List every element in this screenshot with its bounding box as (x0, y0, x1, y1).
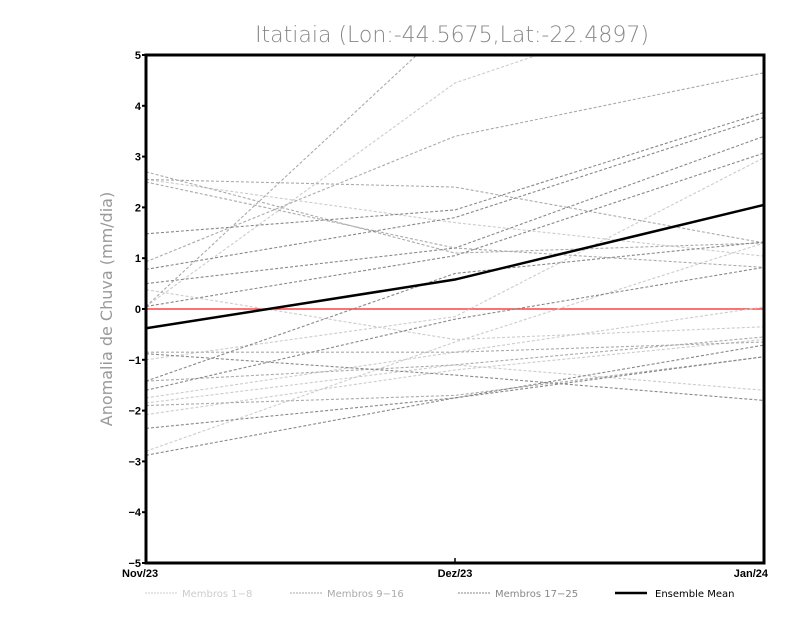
y-axis-label: Anomalia de Chuva (mm/dia) (97, 192, 116, 426)
y-tick-label: 0 (135, 304, 141, 316)
member-line-g1-1 (146, 55, 540, 307)
member-line-g3-7 (146, 353, 764, 401)
member-line-g2-4 (146, 178, 764, 244)
legend-label-mean: Ensemble Mean (655, 589, 734, 600)
member-line-g1-5 (146, 306, 764, 399)
y-tick-label: −3 (128, 456, 141, 468)
member-line-g2-2 (146, 72, 764, 263)
ensemble-mean-line (146, 203, 764, 330)
y-tick-label: −2 (128, 406, 141, 418)
y-tick-label: −5 (128, 558, 141, 570)
member-line-g1-3 (146, 289, 764, 341)
member-line-g3-9 (146, 356, 764, 456)
y-tick-label: 3 (135, 152, 141, 164)
chart-title: Itatiaia (Lon:-44.5675,Lat:-22.4897) (255, 23, 649, 48)
member-line-g2-1 (146, 55, 418, 307)
x-tick-label: Nov/23 (122, 568, 158, 580)
y-tick-label: 1 (135, 253, 141, 265)
y-tick-label: −1 (128, 355, 141, 367)
y-tick-label: −4 (128, 507, 141, 519)
legend-label-1: Membros 1−8 (182, 589, 252, 600)
member-line-g3-2 (146, 116, 764, 270)
member-line-g2-8 (146, 356, 764, 407)
member-line-g3-4 (146, 152, 764, 308)
member-line-g3-8 (146, 344, 764, 429)
member-line-g3-5 (146, 241, 764, 382)
member-line-g2-3 (146, 171, 764, 254)
legend-label-3: Membros 17−25 (495, 589, 578, 600)
member-line-g2-6 (146, 341, 764, 353)
member-line-g1-2 (146, 178, 764, 257)
member-line-g1-7 (146, 242, 764, 452)
y-tick-label: 2 (135, 202, 141, 214)
legend-label-2: Membros 9−16 (327, 589, 404, 600)
member-line-g3-1 (146, 111, 764, 235)
x-tick-label: Dez/23 (438, 568, 473, 580)
member-line-g3-6 (146, 266, 764, 391)
member-line-g1-4 (146, 157, 764, 361)
member-line-g1-6 (146, 338, 764, 416)
y-tick-label: 5 (135, 50, 141, 62)
member-line-g2-7 (146, 336, 764, 382)
y-tick-label: 4 (135, 101, 142, 113)
x-tick-label: Jan/24 (734, 568, 769, 580)
member-line-g2-5 (146, 181, 764, 268)
member-line-g1-8 (146, 364, 764, 404)
member-line-g3-3 (146, 135, 764, 285)
